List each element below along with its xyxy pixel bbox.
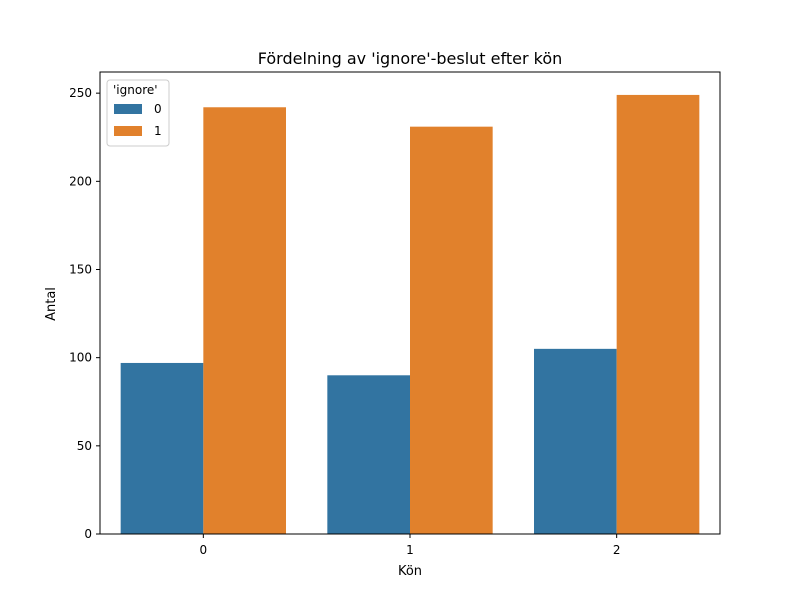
x-tick-label: 2 bbox=[613, 543, 621, 557]
chart-title: Fördelning av 'ignore'-beslut efter kön bbox=[258, 49, 563, 68]
y-tick-label: 250 bbox=[69, 86, 92, 100]
x-tick-label: 0 bbox=[200, 543, 208, 557]
x-axis-label: Kön bbox=[398, 564, 422, 579]
y-tick-label: 100 bbox=[69, 351, 92, 365]
bar-series-0-category-2 bbox=[534, 348, 617, 534]
legend: 'ignore' 0 1 bbox=[106, 79, 170, 147]
y-axis-label: Antal bbox=[44, 287, 59, 321]
y-tick-label: 0 bbox=[84, 527, 92, 541]
y-tick-label: 200 bbox=[69, 174, 92, 188]
y-tick-label: 50 bbox=[77, 439, 92, 453]
bar-series-0-category-1 bbox=[327, 375, 410, 534]
legend-swatch-0 bbox=[114, 104, 142, 114]
axes-frame bbox=[99, 71, 721, 535]
bar-series-1-category-0 bbox=[203, 107, 286, 534]
legend-swatch-1 bbox=[114, 126, 142, 136]
legend-label-0: 0 bbox=[154, 102, 162, 116]
axes-border bbox=[99, 71, 721, 535]
bar-series-0-category-0 bbox=[120, 362, 204, 534]
bar-series-1-category-2 bbox=[616, 94, 700, 534]
legend-title: 'ignore' bbox=[113, 83, 158, 97]
y-tick-label: 150 bbox=[69, 262, 92, 276]
bars-group bbox=[120, 94, 700, 534]
legend-label-1: 1 bbox=[154, 124, 162, 138]
x-tick-label: 1 bbox=[406, 543, 414, 557]
x-axis-ticks: 0 1 2 bbox=[200, 534, 621, 557]
y-axis-ticks: 0 50 100 150 200 250 bbox=[69, 86, 100, 541]
bar-series-1-category-1 bbox=[410, 126, 493, 534]
